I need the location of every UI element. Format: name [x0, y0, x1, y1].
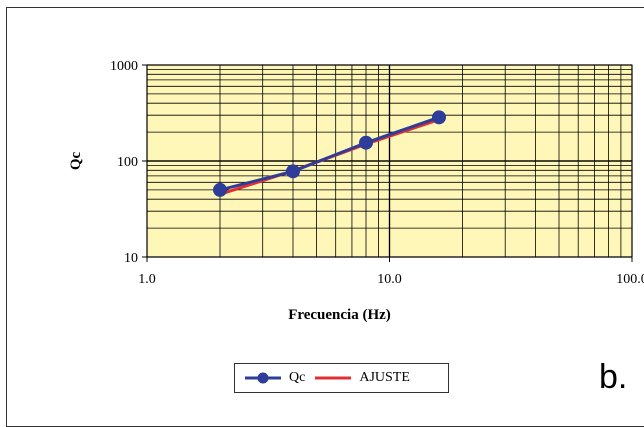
y-tick-label: 10 — [124, 251, 138, 266]
legend-item-ajuste: AJUSTE — [313, 370, 410, 386]
x-tick-label: 100.0 — [616, 272, 644, 287]
x-tick-label: 1.0 — [138, 272, 156, 287]
legend-label: AJUSTE — [359, 370, 410, 385]
legend: Qc AJUSTE — [234, 363, 449, 393]
legend-swatch-qc — [245, 372, 281, 384]
data-point-qc — [285, 164, 300, 179]
y-axis-title: Qc — [68, 151, 84, 170]
data-point-qc — [212, 182, 227, 197]
legend-swatch-ajuste — [315, 376, 352, 380]
x-tick-label: 10.0 — [377, 272, 402, 287]
x-axis-title: Frecuencia (Hz) — [288, 307, 391, 323]
legend-label: Qc — [289, 370, 306, 385]
chart-svg: 10 100 1000 1.0 10.0 100.0 Frecuencia (Hz) Qc — [68, 59, 644, 323]
chart-frame: 10 100 1000 1.0 10.0 100.0 Frecuencia (Hz) Qc Q… — [6, 7, 644, 427]
legend-item-qc: Qc — [243, 370, 305, 386]
data-point-qc — [431, 110, 446, 125]
series-line-qc — [219, 115, 440, 192]
y-tick-label: 100 — [117, 155, 138, 170]
data-point-qc — [358, 135, 373, 150]
panel-label: b. — [599, 358, 628, 396]
y-tick-label: 1000 — [110, 59, 138, 74]
